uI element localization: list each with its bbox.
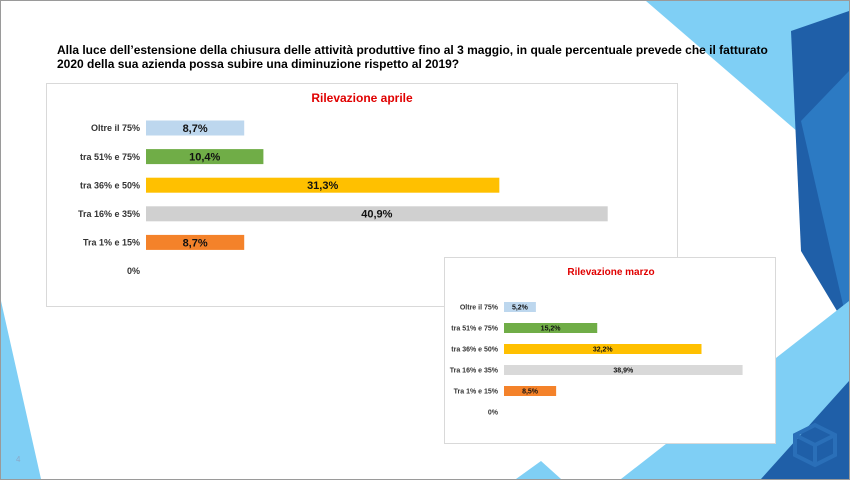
bar [146,206,608,222]
category-label: Tra 1% e 15% [83,238,140,248]
chart-title: Rilevazione marzo [567,267,654,278]
category-label: 0% [488,409,499,416]
category-label: tra 36% e 50% [80,180,140,190]
chart-march: Rilevazione marzo Oltre il 75% 5,2% tra 51%… [450,267,743,416]
decor-mid-triangle-right [801,71,849,331]
category-label: tra 51% e 75% [80,152,140,162]
chart-title: Rilevazione aprile [311,91,413,105]
category-label: tra 36% e 50% [451,346,498,353]
decor-light-triangle-bottom-mid [516,461,561,479]
data-label: 40,9% [361,209,392,221]
data-label: 32,2% [593,346,614,353]
data-label: 8,7% [183,123,208,135]
category-label: 0% [127,266,140,276]
bar [146,177,500,193]
bar [504,386,557,396]
chart-march-panel: Rilevazione marzo Oltre il 75% 5,2% tra 51%… [444,257,776,444]
category-label: Tra 1% e 15% [454,388,499,395]
data-label: 31,3% [307,180,338,192]
category-label: tra 51% e 75% [451,325,498,332]
bar [504,365,743,375]
data-label: 5,2% [512,304,529,311]
bar [504,302,536,312]
bar [504,323,598,333]
slide-number: 4 [16,455,21,464]
data-label: 8,5% [522,388,539,395]
bar [146,149,264,165]
category-label: Tra 16% e 35% [78,209,140,219]
bar [146,234,245,250]
chart-april: Rilevazione aprile Oltre il 75% 8,7% tra 51… [78,91,608,276]
decor-light-triangle-bottom-left [1,301,41,479]
category-label: Oltre il 75% [91,123,140,133]
category-label: Tra 16% e 35% [450,367,499,374]
survey-question: Alla luce dell’estensione della chiusura… [57,43,768,71]
category-label: Oltre il 75% [460,304,499,311]
bar [504,344,702,354]
data-label: 10,4% [189,151,220,163]
data-label: 38,9% [613,367,634,374]
bar [146,120,245,136]
company-logo-icon [793,422,837,468]
data-label: 8,7% [183,237,208,249]
data-label: 15,2% [541,325,562,332]
